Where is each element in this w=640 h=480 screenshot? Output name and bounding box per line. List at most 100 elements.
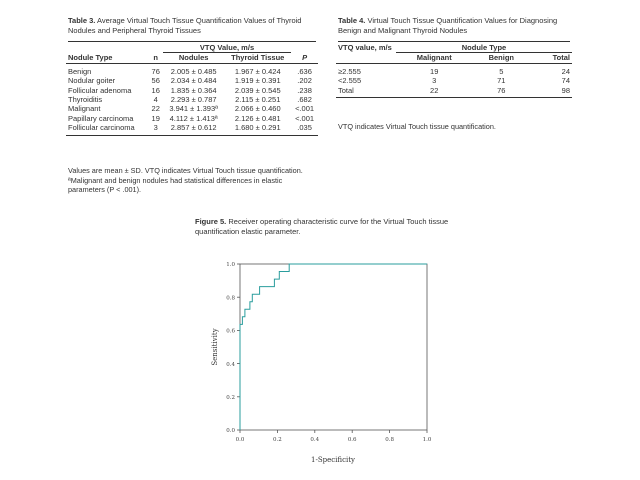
- y-tick-label: 0.2: [226, 395, 235, 401]
- table4-caption-text: Virtual Touch Tissue Quantification Valu…: [338, 16, 558, 35]
- figure5-caption: Figure 5. Receiver operating characteris…: [195, 217, 465, 237]
- table3-cell: 1.919 ± 0.391: [234, 76, 281, 86]
- table4-top-rule: [338, 41, 570, 42]
- table3-footnote: Values are mean ± SD. VTQ indicates Virt…: [68, 166, 320, 195]
- table4-cell: <2.555: [338, 76, 362, 86]
- table3-cell: .238: [297, 85, 312, 95]
- table4-cell: 76: [497, 85, 506, 95]
- table4-label: Table 4.: [338, 16, 366, 25]
- figure5-label: Figure 5.: [195, 217, 227, 226]
- table3-cell: <.001: [295, 104, 315, 114]
- table3-cell: 3: [153, 123, 158, 133]
- table3-cell: 2.115 ± 0.251: [235, 95, 281, 105]
- table3-cell: Follicular carcinoma: [68, 123, 135, 133]
- x-axis-label: 1-Specificity: [311, 456, 355, 464]
- table3-top-rule: [68, 41, 316, 42]
- table3-cell: 2.066 ± 0.460: [234, 104, 281, 114]
- table-row: Follicular carcinoma 3 2.857 ± 0.612 1.6…: [66, 123, 318, 136]
- table4-cell: Total: [338, 85, 354, 95]
- table3-caption-text: Average Virtual Touch Tissue Quantificat…: [68, 16, 302, 35]
- table3-cell: 1.835 ± 0.364: [170, 85, 217, 95]
- table3-footnote-2: ªMalignant and benign nodules had statis…: [68, 175, 283, 195]
- y-axis-label: Sensitivity: [211, 328, 219, 365]
- table-row: ≥2.555 19 5 24: [336, 63, 572, 76]
- table3-cell: Follicular adenoma: [68, 85, 132, 95]
- table3-col-n: n: [153, 53, 159, 63]
- table3-cell: Papillary carcinoma: [68, 113, 134, 123]
- y-tick-label: 0.6: [226, 329, 235, 335]
- table4-cell: 22: [430, 85, 439, 95]
- table4-group-header: Nodule Type: [396, 43, 572, 54]
- table4-footnote: VTQ indicates Virtual Touch tissue quant…: [338, 122, 496, 131]
- table3-cell: 1.680 ± 0.291: [234, 123, 281, 133]
- y-tick-label: 0.8: [226, 295, 235, 301]
- table4-col-malignant: Malignant: [416, 53, 452, 63]
- table-row: Follicular adenoma 16 1.835 ± 0.364 2.03…: [66, 86, 318, 95]
- table4-cell: 71: [497, 76, 506, 86]
- table3-footnote-1: Values are mean ± SD. VTQ indicates Virt…: [68, 166, 303, 175]
- figure5-caption-text: Receiver operating characteristic curve …: [195, 217, 449, 236]
- table3-cell: 2.293 ± 0.787: [170, 95, 217, 105]
- y-tick-label: 1.0: [226, 262, 235, 268]
- table3-cell: 16: [151, 85, 160, 95]
- y-tick-label: 0.4: [226, 362, 235, 368]
- table3-group-header: VTQ Value, m/s: [162, 43, 292, 54]
- table4-cell: 98: [561, 85, 570, 95]
- table-row: Malignant 22 3.941 ± 1.393ª 2.066 ± 0.46…: [66, 104, 318, 113]
- table3-cell: Thyroiditis: [68, 95, 103, 105]
- table3-cell: 1.967 ± 0.424: [234, 66, 281, 76]
- roc-curve: [239, 263, 427, 430]
- table3-col-p: P: [302, 53, 308, 63]
- table3-label: Table 3.: [68, 16, 96, 25]
- table-row: Thyroiditis 4 2.293 ± 0.787 2.115 ± 0.25…: [66, 95, 318, 104]
- table4-col-total: Total: [552, 53, 570, 63]
- table3-cell: 56: [151, 76, 160, 86]
- table-row: Total 22 76 98: [336, 86, 572, 98]
- table3-cell: 4.112 ± 1.413ª: [169, 113, 218, 123]
- table3-cell: .636: [297, 66, 312, 76]
- table-row: Benign 76 2.005 ± 0.485 1.967 ± 0.424 .6…: [66, 63, 318, 76]
- table-row: Nodular goiter 56 2.034 ± 0.484 1.919 ± …: [66, 76, 318, 85]
- table3-cell: Nodular goiter: [68, 76, 116, 86]
- table3-col-tissue: Thyroid Tissue: [231, 53, 285, 63]
- table-row: <2.555 3 71 74: [336, 76, 572, 85]
- table3-cell: 2.005 ± 0.485: [170, 66, 217, 76]
- table4-cell: 19: [430, 66, 439, 76]
- table4-cell: 74: [561, 76, 570, 86]
- x-tick-label: 0.0: [236, 437, 245, 443]
- table3: VTQ Value, m/s Nodule Type n Nodules Thy…: [66, 43, 318, 136]
- table3-cell: Benign: [68, 66, 92, 76]
- table3-cell: 22: [151, 104, 160, 114]
- table4: VTQ value, m/s Nodule Type Malignant Ben…: [336, 43, 572, 98]
- table3-caption: Table 3. Average Virtual Touch Tissue Qu…: [68, 16, 316, 36]
- table4-col-vtq: VTQ value, m/s: [336, 43, 396, 64]
- table3-cell: 2.857 ± 0.612: [170, 123, 217, 133]
- table3-cell: 4: [153, 95, 158, 105]
- table3-cell: 76: [151, 66, 160, 76]
- table3-cell: 19: [151, 113, 160, 123]
- x-tick-label: 0.6: [348, 437, 357, 443]
- table4-cell: ≥2.555: [338, 66, 361, 76]
- table3-col-type: Nodule Type: [68, 53, 113, 63]
- table3-cell: .035: [297, 123, 312, 133]
- x-tick-label: 0.4: [310, 437, 319, 443]
- plot-frame: [239, 263, 428, 431]
- x-tick-label: 0.8: [385, 437, 394, 443]
- table3-cell: .202: [297, 76, 312, 86]
- table3-col-nodules: Nodules: [178, 53, 209, 63]
- table3-cell: <.001: [295, 113, 315, 123]
- table3-cell: 2.034 ± 0.484: [170, 76, 217, 86]
- table3-cell: 2.126 ± 0.481: [234, 113, 281, 123]
- table3-cell: 3.941 ± 1.393ª: [169, 104, 218, 114]
- table3-cell: Malignant: [68, 104, 101, 114]
- x-tick-label: 1.0: [423, 437, 432, 443]
- table3-cell: 2.039 ± 0.545: [234, 85, 281, 95]
- table4-cell: 3: [432, 76, 437, 86]
- y-tick-label: 0.0: [226, 428, 235, 434]
- table4-cell: 24: [561, 66, 570, 76]
- table4-caption: Table 4. Virtual Touch Tissue Quantifica…: [338, 16, 570, 36]
- x-tick-label: 0.2: [273, 437, 282, 443]
- table3-cell: .682: [297, 95, 312, 105]
- table4-cell: 5: [499, 66, 504, 76]
- table4-col-benign: Benign: [488, 53, 514, 63]
